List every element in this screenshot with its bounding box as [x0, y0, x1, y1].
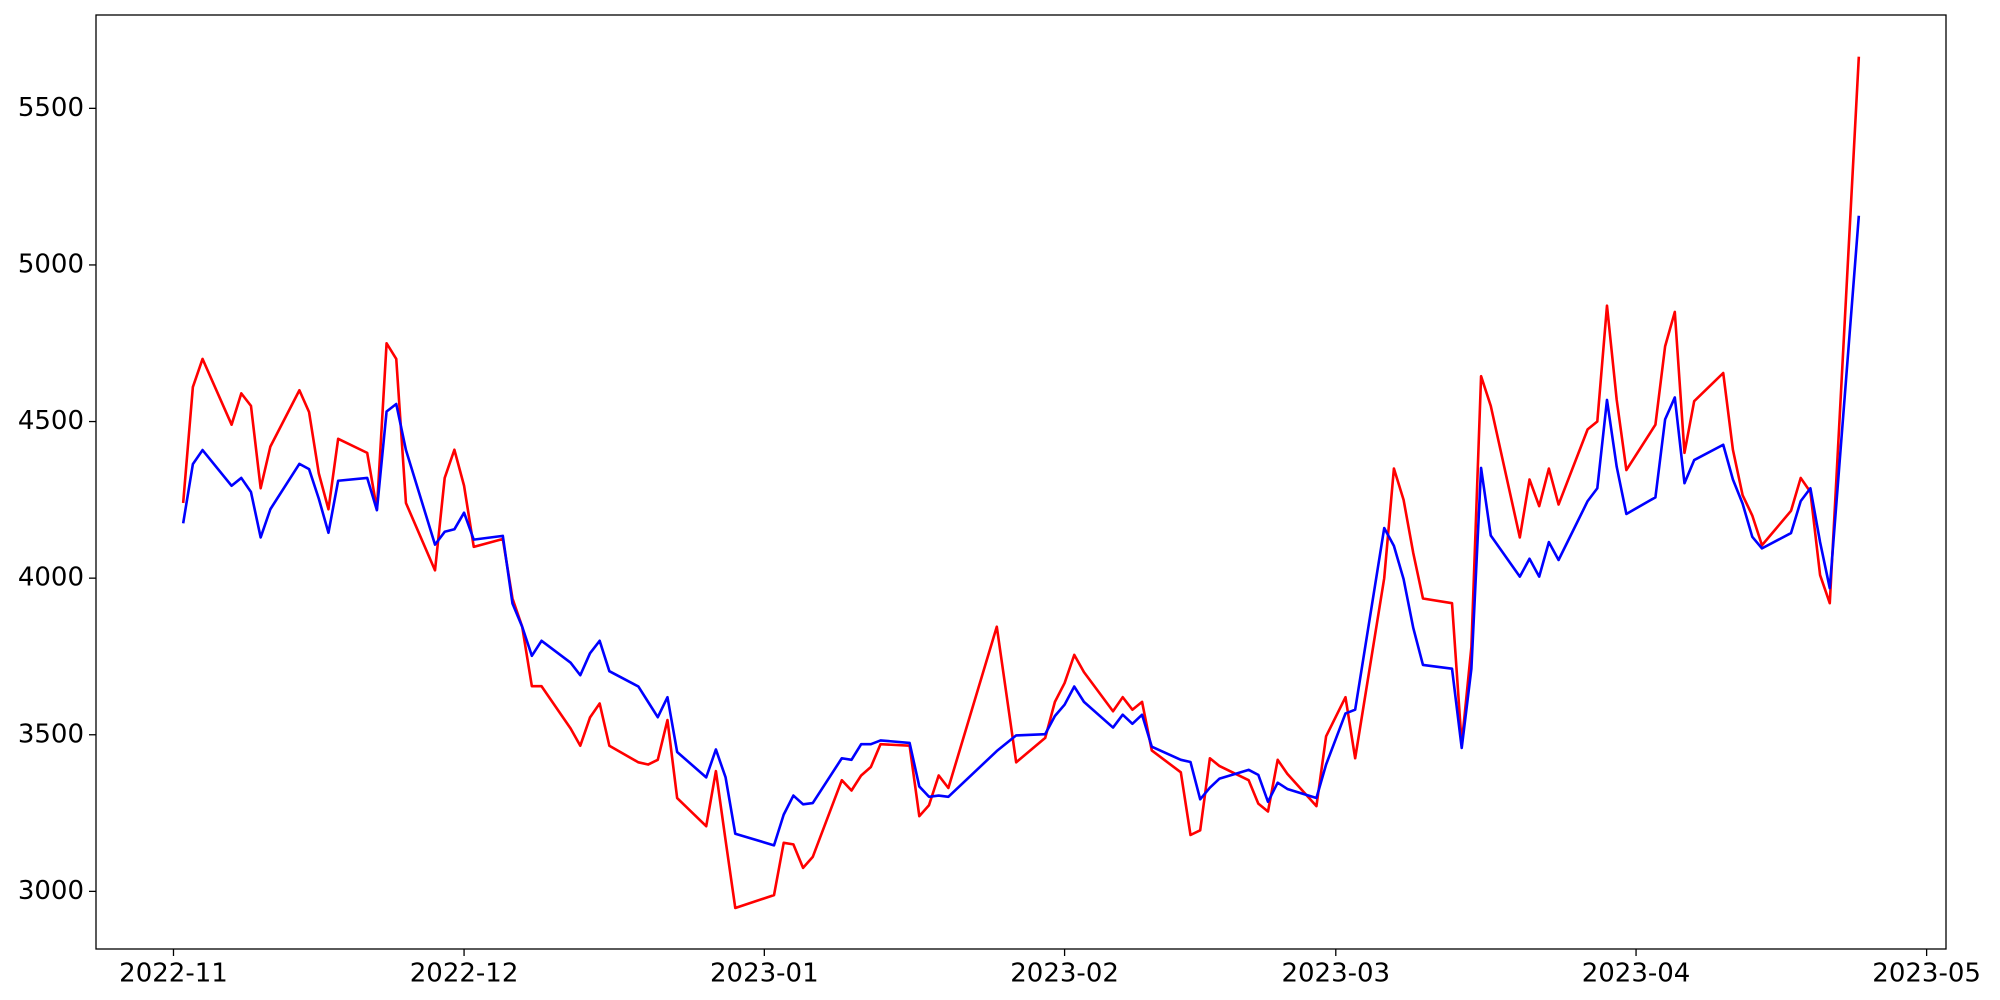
plot-frame — [95, 14, 1947, 950]
x-tick-label: 2023-05 — [1872, 959, 1981, 989]
y-tick-label: 5000 — [18, 249, 84, 279]
series-line — [181, 56, 1861, 910]
y-tick-label: 4000 — [18, 563, 84, 593]
y-tick-label: 3000 — [18, 876, 84, 906]
x-tick-label: 2022-11 — [119, 959, 228, 989]
y-tick-label: 5500 — [18, 93, 84, 123]
y-tick-label: 3500 — [18, 719, 84, 749]
x-tick-label: 2023-03 — [1281, 959, 1390, 989]
x-tick-label: 2023-04 — [1582, 959, 1691, 989]
x-tick-label: 2022-12 — [410, 959, 519, 989]
x-tick-label: 2023-01 — [710, 959, 819, 989]
y-tick-label: 4500 — [18, 406, 84, 436]
x-tick-label: 2023-02 — [1010, 959, 1119, 989]
series-line — [181, 215, 1861, 847]
